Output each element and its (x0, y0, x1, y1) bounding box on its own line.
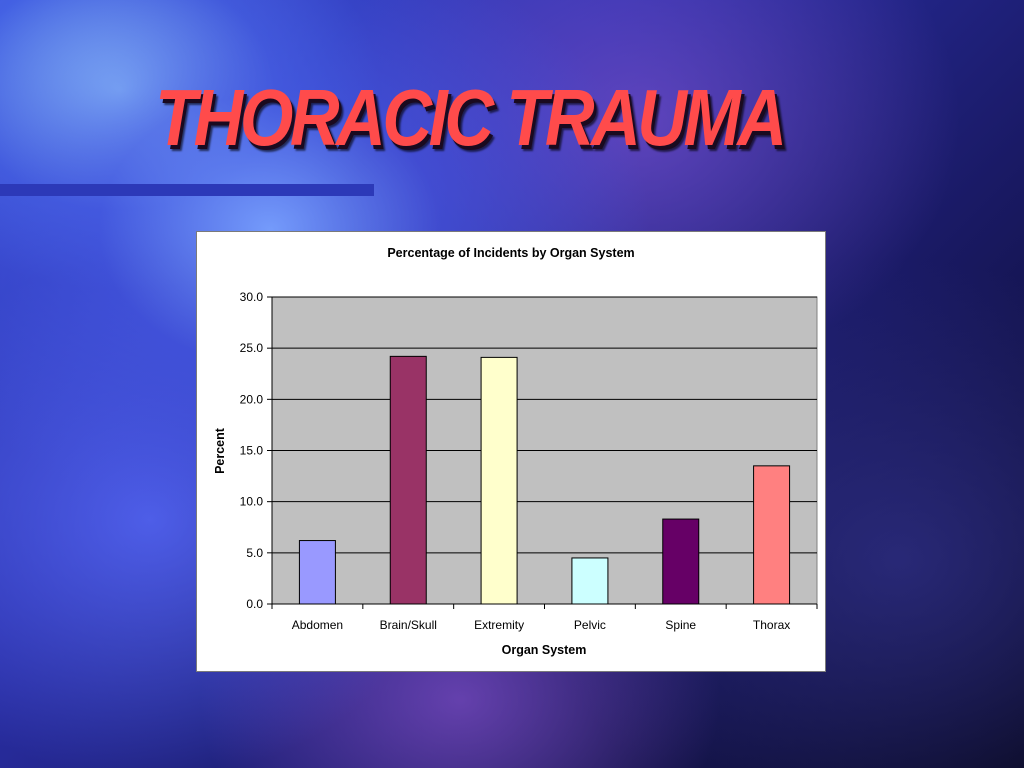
bar-chart: Percentage of Incidents by Organ System … (213, 246, 818, 657)
x-axis-title: Organ System (502, 643, 587, 657)
bar-spine (662, 518, 700, 605)
chart-title: Percentage of Incidents by Organ System (387, 246, 634, 260)
y-tick-label: 30.0 (240, 290, 264, 304)
x-tick-label: Extremity (474, 618, 524, 632)
bar-extremity (480, 356, 518, 605)
y-axis-ticks: 0.0 5.0 10.0 15.0 20.0 25.0 30.0 (240, 290, 272, 611)
bar-pelvic (571, 557, 609, 605)
title-underline-bar (0, 184, 374, 196)
x-tick-label: Spine (665, 618, 696, 632)
bar-abdomen (298, 540, 336, 605)
bar-thorax (753, 465, 791, 605)
y-tick-label: 20.0 (240, 392, 264, 406)
bars (298, 355, 791, 605)
y-tick-label: 0.0 (246, 597, 263, 611)
x-tick-label: Brain/Skull (380, 618, 437, 632)
x-tick-label: Thorax (753, 618, 790, 632)
y-axis-title: Percent (213, 427, 227, 474)
bar-brain-skull (389, 355, 427, 605)
y-tick-label: 10.0 (240, 495, 264, 509)
x-tick-label: Pelvic (574, 618, 606, 632)
x-axis-ticks: Abdomen Brain/Skull Extremity Pelvic Spine Th… (271, 604, 818, 632)
gridlines (272, 296, 817, 554)
slide-title: THORACIC TRAUMA (155, 73, 787, 162)
y-tick-label: 15.0 (240, 444, 264, 458)
y-tick-label: 25.0 (240, 341, 264, 355)
y-tick-label: 5.0 (246, 546, 263, 560)
chart-frame: Percentage of Incidents by Organ System … (196, 231, 826, 672)
x-tick-label: Abdomen (292, 618, 343, 632)
